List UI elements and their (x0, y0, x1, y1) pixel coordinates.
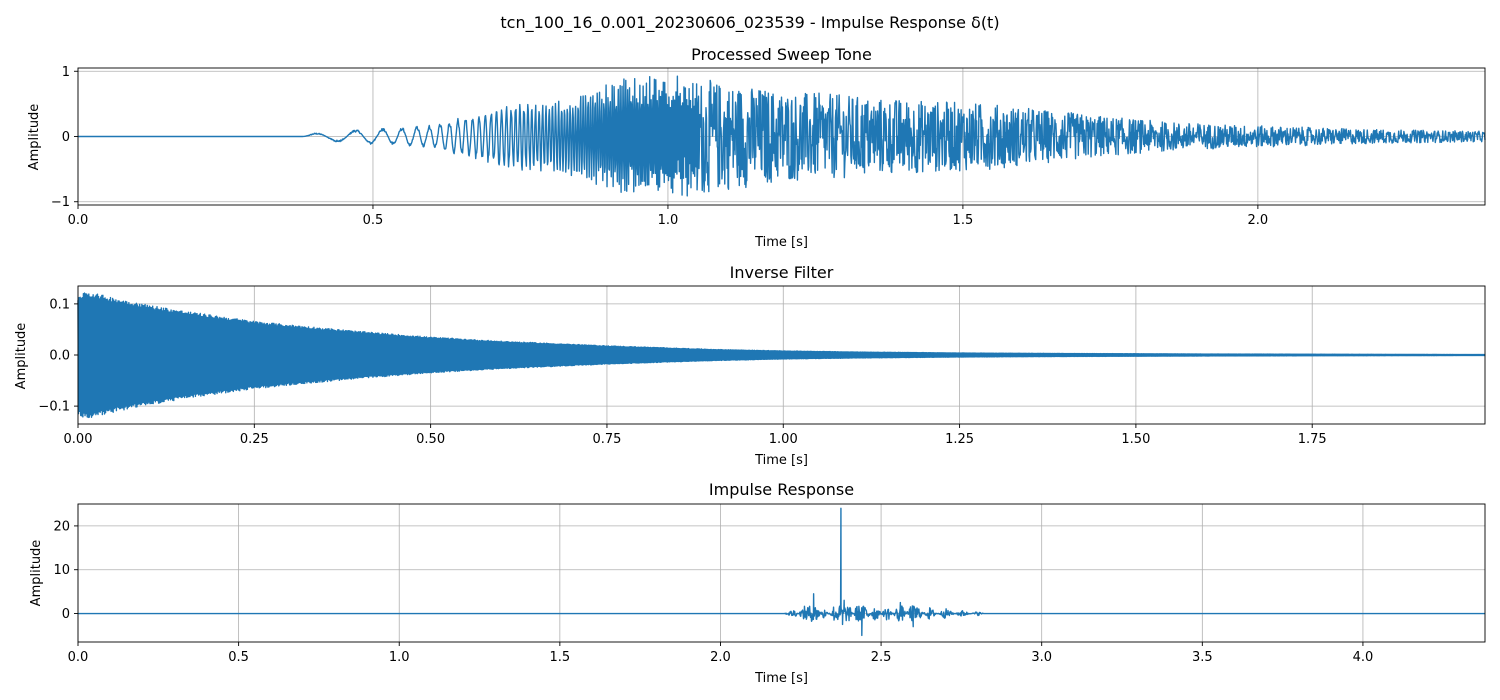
panel-3: 0.0 0.5 1.0 1.5 2.0 2.5 3.0 3.5 4.0 20 10 0 (53, 503, 1486, 665)
y-tick-label: −1 (51, 195, 70, 210)
y-tick-label: 0 (62, 130, 70, 145)
x-tick-label: 3.0 (1031, 650, 1052, 665)
x-tick-label: 0.0 (68, 650, 89, 665)
x-tick-label: 1.0 (389, 650, 410, 665)
x-tick-label: 2.0 (1248, 213, 1269, 228)
x-tick-label: 0.5 (363, 213, 384, 228)
figure-suptitle: tcn_100_16_0.001_20230606_023539 - Impul… (500, 13, 999, 33)
y-tick-label: 0.1 (49, 297, 70, 312)
panel1-ylabel: Amplitude (27, 104, 42, 171)
panel2-xlabel: Time [s] (754, 453, 808, 468)
x-tick-label: 0.00 (64, 432, 93, 447)
x-tick-label: 0.50 (416, 432, 445, 447)
panel3-xlabel: Time [s] (754, 671, 808, 686)
panel1-xlabel: Time [s] (754, 235, 808, 250)
y-tick-label: 0.0 (49, 349, 70, 364)
x-tick-label: 0.0 (68, 213, 89, 228)
series-line (77, 292, 1486, 419)
axes-frame (77, 503, 1486, 643)
series-line (77, 75, 1486, 197)
y-tick-label: 1 (62, 65, 70, 80)
x-tick-label: 3.5 (1192, 650, 1213, 665)
x-tick-label: 0.25 (240, 432, 269, 447)
y-tick-label: −0.1 (38, 400, 70, 415)
y-tick-label: 10 (53, 563, 70, 578)
panel3-title: Impulse Response (709, 480, 854, 499)
y-tick-label: 20 (53, 519, 70, 534)
x-tick-label: 1.5 (953, 213, 974, 228)
x-tick-label: 0.75 (592, 432, 621, 447)
panel2-ylabel: Amplitude (14, 323, 29, 390)
x-tick-label: 4.0 (1353, 650, 1374, 665)
x-tick-label: 1.00 (769, 432, 798, 447)
panel-2: 0.00 0.25 0.50 0.75 1.00 1.25 1.50 1.75 0.1 0.0 −0… (38, 285, 1486, 447)
panel-1: 0.0 0.5 1.0 1.5 2.0 1 0 −1 (51, 65, 1486, 228)
panel3-ylabel: Amplitude (29, 540, 44, 607)
series-line (77, 507, 1486, 637)
x-tick-label: 1.0 (658, 213, 679, 228)
x-tick-label: 1.75 (1298, 432, 1327, 447)
x-tick-label: 1.25 (945, 432, 974, 447)
x-tick-label: 1.5 (550, 650, 571, 665)
x-tick-label: 0.5 (228, 650, 249, 665)
y-tick-label: 0 (62, 607, 70, 622)
panel2-title: Inverse Filter (730, 263, 834, 282)
x-tick-label: 1.50 (1121, 432, 1150, 447)
panel1-title: Processed Sweep Tone (691, 45, 872, 64)
x-tick-label: 2.5 (871, 650, 892, 665)
x-tick-label: 2.0 (710, 650, 731, 665)
